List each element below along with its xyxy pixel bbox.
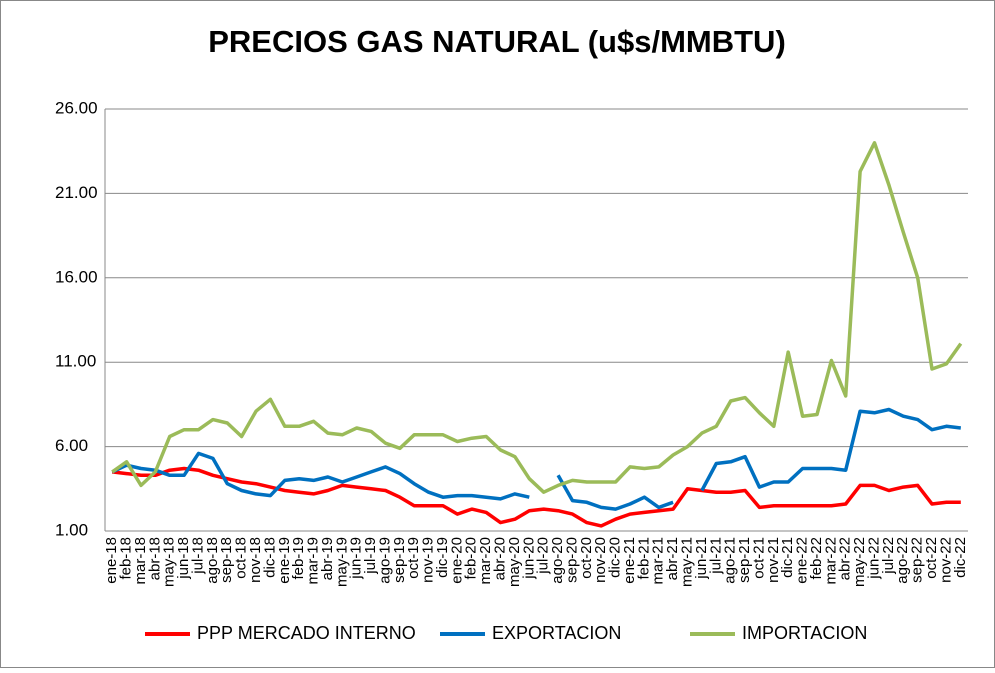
x-tick-label: feb-18: [118, 537, 135, 580]
x-tick-label: jul-21: [707, 537, 724, 575]
x-tick-label: ene-19: [276, 537, 293, 584]
x-tick-label: sep-19: [391, 537, 408, 583]
x-tick-label: ene-22: [794, 537, 811, 584]
x-tick-label: nov-20: [592, 537, 609, 583]
x-tick-label: nov-21: [765, 537, 782, 583]
x-tick-label: oct-21: [750, 537, 767, 579]
y-tick-label: 6.00: [55, 436, 88, 455]
x-tick-label: abr-22: [837, 537, 854, 580]
x-tick-label: feb-21: [635, 537, 652, 580]
x-tick-label: sep-20: [563, 537, 580, 583]
x-tick-label: dic-18: [261, 537, 278, 578]
x-tick-label: ago-21: [722, 537, 739, 584]
x-tick-label: ene-20: [448, 537, 465, 584]
x-tick-label: mar-18: [132, 537, 149, 585]
x-tick-label: may-22: [851, 537, 868, 587]
x-tick-label: abr-18: [146, 537, 163, 580]
x-tick-label: jul-22: [880, 537, 897, 575]
x-tick-label: may-21: [678, 537, 695, 587]
x-tick-label: sep-21: [736, 537, 753, 583]
x-tick-label: ago-20: [549, 537, 566, 584]
x-tick-label: may-18: [161, 537, 178, 587]
x-tick-label: ago-19: [376, 537, 393, 584]
x-tick-label: mar-20: [477, 537, 494, 585]
y-tick-label: 21.00: [55, 183, 98, 202]
x-tick-label: feb-20: [463, 537, 480, 580]
x-tick-label: ene-21: [621, 537, 638, 584]
x-tick-label: abr-21: [664, 537, 681, 580]
x-tick-label: jul-20: [535, 537, 552, 575]
x-tick-label: ago-18: [204, 537, 221, 584]
x-tick-label: nov-18: [247, 537, 264, 583]
x-tick-label: jun-21: [693, 537, 710, 580]
x-tick-label: dic-19: [434, 537, 451, 578]
x-tick-label: jun-18: [175, 537, 192, 580]
x-tick-label: abr-20: [492, 537, 509, 580]
x-tick-label: oct-20: [578, 537, 595, 579]
x-tick-label: mar-22: [822, 537, 839, 585]
x-tick-label: mar-19: [305, 537, 322, 585]
x-tick-label: dic-20: [607, 537, 624, 578]
series-line: [111, 407, 962, 511]
x-tick-label: nov-22: [937, 537, 954, 583]
legend-label: EXPORTACION: [492, 623, 621, 643]
x-tick-label: mar-21: [650, 537, 667, 585]
x-tick-label: feb-22: [808, 537, 825, 580]
y-tick-label: 11.00: [55, 352, 96, 371]
x-tick-label: jun-19: [348, 537, 365, 580]
series-line: [111, 141, 963, 494]
x-tick-label: sep-22: [909, 537, 926, 583]
x-tick-label: nov-19: [420, 537, 437, 583]
chart-title: PRECIOS GAS NATURAL (u$s/MMBTU): [208, 24, 786, 59]
y-tick-label: 1.00: [55, 520, 88, 539]
x-tick-label: feb-19: [290, 537, 307, 580]
y-tick-label: 16.00: [55, 267, 98, 286]
x-tick-label: oct-18: [233, 537, 250, 579]
x-tick-label: ene-18: [103, 537, 120, 584]
x-tick-label: may-19: [333, 537, 350, 587]
legend-label: PPP MERCADO INTERNO: [197, 623, 416, 643]
x-tick-label: oct-22: [923, 537, 940, 579]
y-tick-label: 26.00: [55, 98, 98, 117]
x-tick-label: abr-19: [319, 537, 336, 580]
x-tick-label: oct-19: [405, 537, 422, 579]
legend-label: IMPORTACION: [742, 623, 867, 643]
x-tick-label: jul-19: [362, 537, 379, 575]
x-tick-label: dic-22: [952, 537, 969, 578]
x-tick-label: jun-22: [865, 537, 882, 580]
x-tick-label: jun-20: [520, 537, 537, 580]
x-tick-label: jul-18: [189, 537, 206, 575]
series-line: [111, 466, 961, 528]
x-tick-label: may-20: [506, 537, 523, 587]
x-tick-label: dic-21: [779, 537, 796, 578]
x-tick-label: sep-18: [218, 537, 235, 583]
x-tick-label: ago-22: [894, 537, 911, 584]
